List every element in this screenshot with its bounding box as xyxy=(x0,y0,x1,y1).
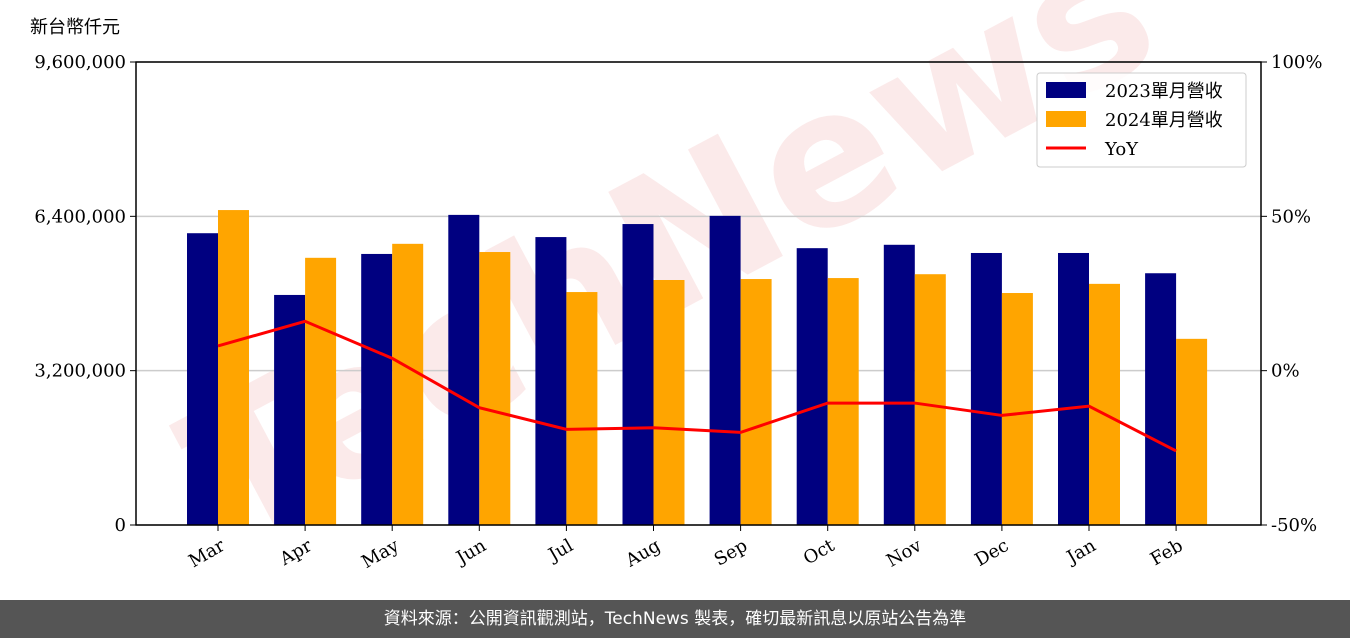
x-tick-label: Feb xyxy=(1147,535,1187,570)
bar xyxy=(1176,338,1208,525)
bar xyxy=(709,215,741,525)
bar xyxy=(827,278,859,525)
chart: 新台幣仟元 TechNews 03,200,0006,400,0009,600,… xyxy=(30,0,1322,588)
legend-label: 2024單月營收 xyxy=(1105,110,1223,131)
bar xyxy=(535,237,567,525)
bar xyxy=(1089,283,1120,525)
bar xyxy=(740,279,772,525)
bar xyxy=(914,274,946,525)
bar xyxy=(218,210,249,525)
footer: 資料來源：公開資訊觀測站，TechNews 製表，確切最新訊息以原站公告為準 xyxy=(0,600,1350,638)
legend-label: 2023單月營收 xyxy=(1105,81,1223,102)
bar xyxy=(622,224,654,526)
bar xyxy=(1001,293,1033,525)
bar xyxy=(361,253,393,525)
x-tick-label: Nov xyxy=(883,535,926,572)
bar xyxy=(448,214,480,525)
x-tick-label: Sep xyxy=(711,535,751,570)
y-tick-label: 9,600,000 xyxy=(34,52,126,73)
bar xyxy=(653,279,685,525)
x-tick-label: Dec xyxy=(971,535,1012,571)
bar xyxy=(566,292,598,525)
y-tick-label: 6,400,000 xyxy=(34,206,126,227)
legend-swatch xyxy=(1046,82,1086,98)
bar xyxy=(305,257,337,525)
bar xyxy=(479,252,511,525)
x-tick-label: Aug xyxy=(621,535,664,572)
x-tick-label: May xyxy=(358,535,403,573)
x-tick-label: Jun xyxy=(451,535,490,570)
bar xyxy=(1145,273,1177,525)
line xyxy=(217,319,1177,453)
bar xyxy=(187,233,218,525)
bar xyxy=(883,244,915,525)
bar xyxy=(796,248,828,525)
plot-frame xyxy=(135,61,1262,526)
bar xyxy=(1058,252,1089,526)
bar xyxy=(392,243,424,525)
legend-label: YoY xyxy=(1104,139,1139,160)
y2-tick-label: -50% xyxy=(1271,515,1317,536)
x-tick-label: Oct xyxy=(800,535,839,570)
legend-swatch xyxy=(1046,111,1086,127)
x-tick-label: Jan xyxy=(1062,535,1100,569)
y-tick-label: 3,200,000 xyxy=(34,361,126,382)
y2-tick-label: 50% xyxy=(1271,206,1311,227)
x-tick-label: Jul xyxy=(543,535,577,567)
y-tick-label: 0 xyxy=(115,515,126,536)
y2-tick-label: 100% xyxy=(1271,52,1322,73)
y-axis-label: 新台幣仟元 xyxy=(30,17,120,38)
legend-box xyxy=(1036,72,1247,168)
bar xyxy=(970,252,1002,526)
y2-tick-label: 0% xyxy=(1271,361,1300,382)
x-tick-label: Mar xyxy=(185,535,229,572)
bar xyxy=(274,294,306,525)
